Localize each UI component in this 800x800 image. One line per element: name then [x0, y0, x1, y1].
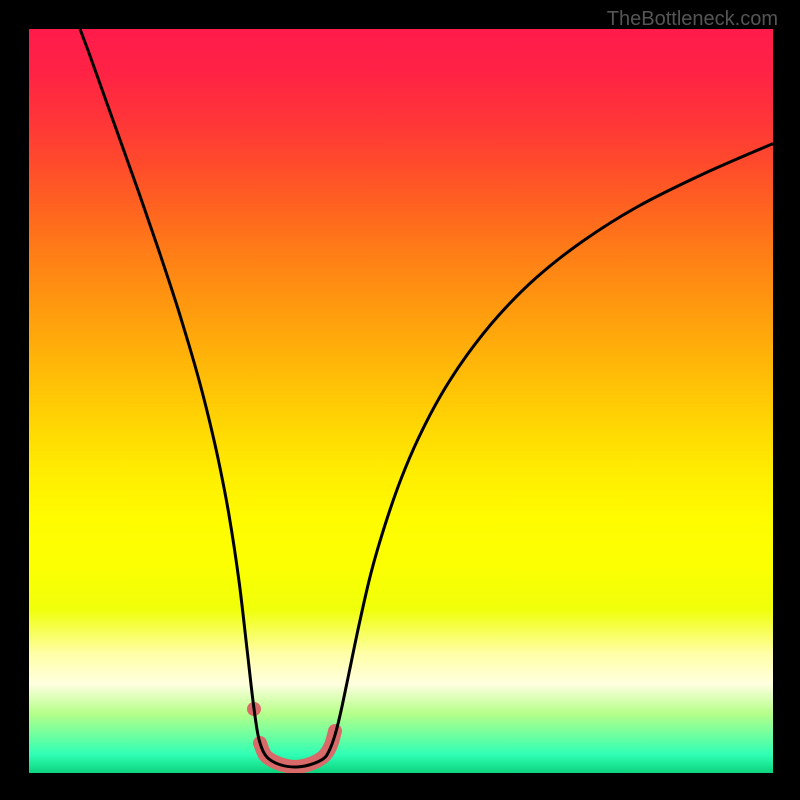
- curve-layer: [29, 29, 773, 773]
- bottleneck-curve: [80, 29, 773, 767]
- plot-area: [29, 29, 773, 773]
- watermark-text: TheBottleneck.com: [607, 8, 778, 31]
